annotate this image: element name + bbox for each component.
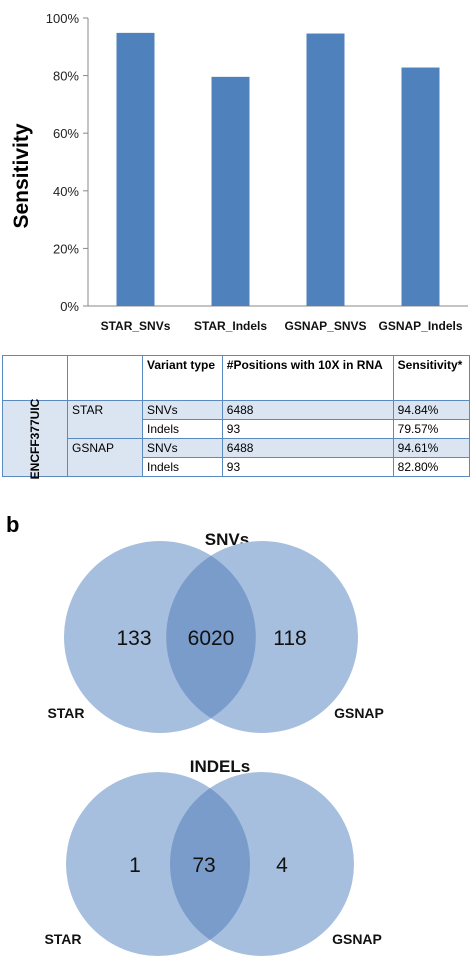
venn-right-count: 4 xyxy=(276,854,288,877)
bars xyxy=(116,32,440,307)
sample-cell: ENCFF377UIC xyxy=(2,398,68,479)
venn-left-count: 1 xyxy=(129,854,141,877)
bar xyxy=(116,32,155,306)
sensitivity-bar-chart: 0% 20% 40% 60% 80% 100% STAR_SNVs STAR_Indels G… xyxy=(10,11,468,333)
y-tick-label: 100% xyxy=(46,11,80,26)
header-blank-1 xyxy=(2,355,68,401)
y-tick-label: 40% xyxy=(53,184,79,199)
aligner-cell: STAR xyxy=(67,400,143,439)
bar xyxy=(401,67,440,306)
bar xyxy=(306,33,345,307)
venn-shared-count: 73 xyxy=(192,854,215,877)
variant-type-cell: SNVs xyxy=(142,400,223,420)
positions-cell: 6488 xyxy=(221,400,394,420)
sensitivity-cell: 94.84% xyxy=(392,400,471,420)
sensitivity-table: Variant type #Positions with 10X in RNA … xyxy=(2,355,471,479)
venn-left-count: 133 xyxy=(116,627,151,650)
y-axis-label: Sensitivity xyxy=(10,123,33,228)
positions-cell: 93 xyxy=(221,457,394,477)
venn-right-label: GSNAP xyxy=(334,705,384,721)
venn-title: INDELs xyxy=(190,757,250,776)
venn-left-label: STAR xyxy=(47,705,84,721)
header-blank-2 xyxy=(67,355,143,401)
y-tick-label: 60% xyxy=(53,126,79,141)
sensitivity-cell: 94.61% xyxy=(392,438,471,458)
header-sensitivity: Sensitivity* xyxy=(392,355,471,401)
x-tick-label: GSNAP_Indels xyxy=(378,319,462,333)
header-variant-type: Variant type xyxy=(142,355,223,401)
venn-left-label: STAR xyxy=(44,931,81,947)
panel-b-label: b xyxy=(6,512,20,537)
table-row: Indels 93 82.80% xyxy=(3,457,471,477)
x-tick-label: STAR_SNVs xyxy=(101,319,171,333)
header-positions: #Positions with 10X in RNA xyxy=(221,355,394,401)
table-row: ENCFF377UIC STAR SNVs 6488 94.84% xyxy=(2,398,471,479)
venn-indels: INDELs 1 73 4 STAR GSNAP xyxy=(44,757,382,956)
variant-type-cell: Indels xyxy=(142,457,223,477)
y-tick-label: 20% xyxy=(53,241,79,256)
venn-shared-count: 6020 xyxy=(188,627,235,650)
aligner-cell: GSNAP xyxy=(67,438,143,477)
sensitivity-cell: 82.80% xyxy=(392,457,471,477)
x-tick-label: STAR_Indels xyxy=(194,319,267,333)
x-tick-label: GSNAP_SNVS xyxy=(284,319,366,333)
y-tick-label: 0% xyxy=(60,299,79,314)
venn-overlap xyxy=(166,555,256,719)
bar xyxy=(211,76,250,306)
table-row: Indels 93 79.57% xyxy=(3,419,471,439)
variant-type-cell: Indels xyxy=(142,419,223,439)
x-axis: STAR_SNVs STAR_Indels GSNAP_SNVS GSNAP_Inde… xyxy=(101,319,463,333)
venn-snvs: SNVs 133 6020 118 STAR GSNAP xyxy=(47,530,384,733)
venn-overlap xyxy=(169,788,251,940)
venn-right-label: GSNAP xyxy=(332,931,382,947)
y-tick-label: 80% xyxy=(53,69,79,84)
venn-right-count: 118 xyxy=(273,627,306,650)
